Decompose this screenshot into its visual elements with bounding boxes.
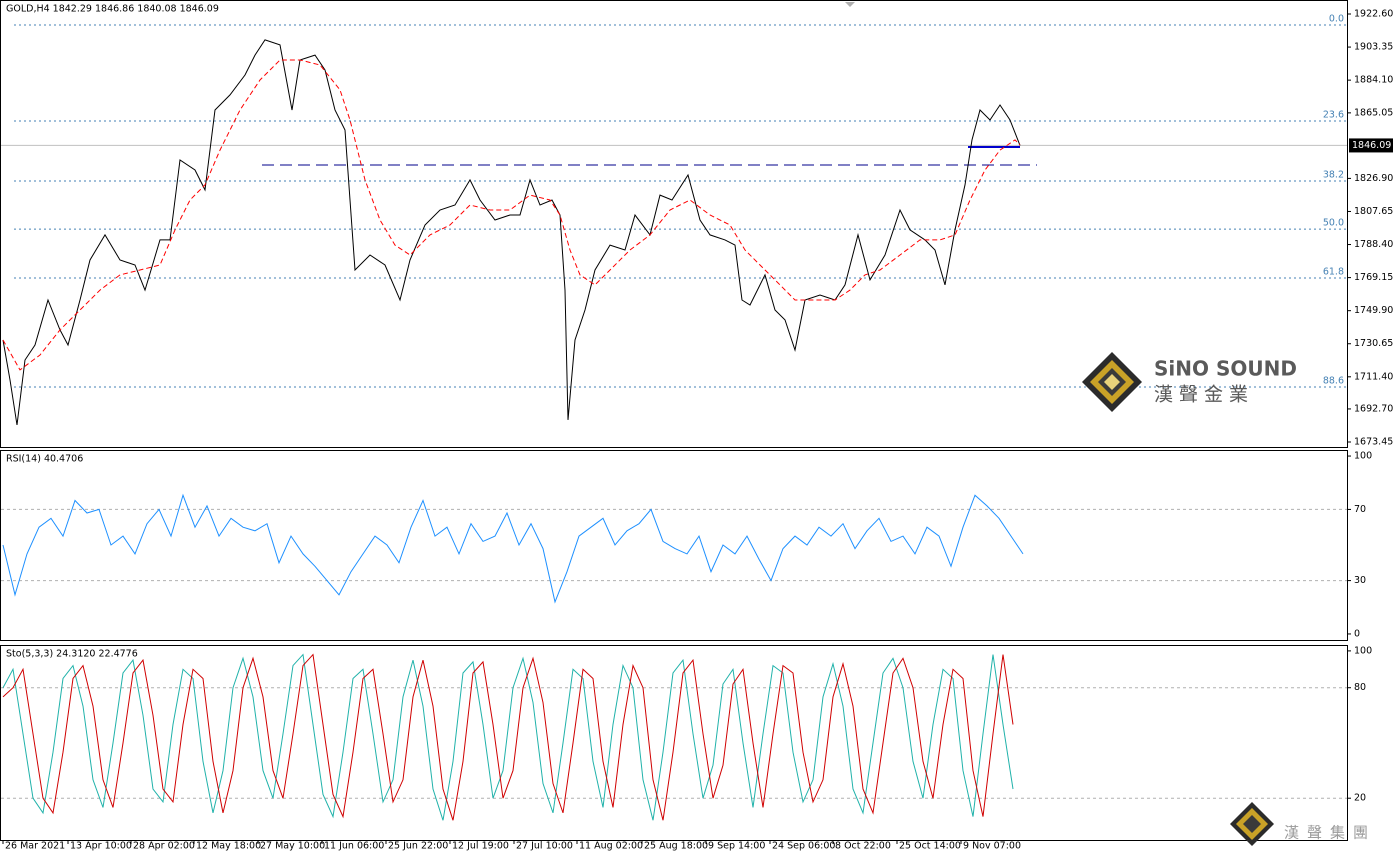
panel-frame	[0, 645, 1348, 841]
x-tick-label: 25 Jun 22:00	[388, 841, 448, 852]
y-tick-label: 100	[1354, 451, 1372, 462]
x-tick-label: 27 Jul 10:00	[516, 841, 573, 852]
x-tick-label: 9 Nov 07:00	[963, 841, 1021, 852]
current-price-box	[1349, 138, 1393, 153]
fib-label: 23.6	[1323, 110, 1344, 121]
series-line	[2, 39, 1021, 425]
y-tick-label: 1769.15	[1354, 272, 1393, 283]
fib-label: 0.0	[1329, 13, 1344, 24]
y-tick-label: 80	[1354, 682, 1366, 693]
x-tick-label: 12 Jul 19:00	[452, 841, 509, 852]
x-tick-label: 11 Jun 06:00	[324, 841, 384, 852]
series-line	[2, 653, 1014, 821]
x-tick-label: 24 Sep 06:00	[772, 841, 835, 852]
y-tick-label: 1807.65	[1354, 206, 1393, 217]
logo: SiNO SOUND 漢聲金業	[1082, 352, 1297, 412]
panel-title: Sto(5,3,3) 24.3120 22.4776	[6, 649, 138, 660]
y-tick-label: 1730.65	[1354, 338, 1393, 349]
y-tick-label: 100	[1354, 645, 1372, 656]
x-tick-label: 8 Oct 22:00	[835, 841, 891, 852]
panel-title: GOLD,H4 1842.29 1846.86 1840.08 1846.09	[6, 4, 219, 15]
x-tick-label: 11 Aug 02:00	[579, 841, 643, 852]
y-tick-label: 1826.90	[1354, 173, 1393, 184]
y-tick-label: 1711.40	[1354, 371, 1393, 382]
x-tick-label: 25 Oct 14:00	[899, 841, 961, 852]
panel-frame	[0, 0, 1348, 448]
y-tick-label: 1692.70	[1354, 403, 1393, 414]
footer-logo: 漢聲集團	[1230, 802, 1376, 846]
series-line	[2, 59, 1021, 371]
x-tick-label: 25 Aug 18:00	[644, 841, 708, 852]
y-tick-label: 20	[1354, 793, 1366, 804]
y-tick-label: 30	[1354, 575, 1366, 586]
fib-label: 50.0	[1323, 218, 1344, 229]
y-tick-label: 1884.10	[1354, 75, 1393, 86]
series-line	[2, 653, 1014, 821]
y-tick-label: 1788.40	[1354, 239, 1393, 250]
fib-label: 61.8	[1323, 267, 1344, 278]
y-tick-label: 1749.90	[1354, 305, 1393, 316]
x-tick-label: 27 May 10:00	[260, 841, 325, 852]
fib-label: 88.6	[1323, 375, 1344, 386]
x-tick-label: 28 Apr 02:00	[133, 841, 195, 852]
y-tick-label: 1865.05	[1354, 107, 1393, 118]
y-tick-label: 1673.45	[1354, 437, 1393, 448]
series-line	[2, 493, 1024, 604]
y-tick-label: 1903.35	[1354, 42, 1393, 53]
panel-title: RSI(14) 40.4706	[6, 454, 83, 465]
y-tick-label: 1922.60	[1354, 9, 1393, 20]
x-tick-label: 12 May 18:00	[196, 841, 261, 852]
scroll-marker	[845, 2, 855, 7]
y-tick-label: 70	[1354, 504, 1366, 515]
logo-chinese: 漢聲金業	[1154, 384, 1254, 406]
panel-frame	[0, 450, 1348, 641]
current-price-label: 1846.09	[1352, 140, 1391, 151]
logo-brand: SiNO SOUND	[1154, 357, 1297, 381]
fib-label: 38.2	[1323, 169, 1344, 180]
x-tick-label: 9 Sep 14:00	[708, 841, 765, 852]
x-tick-label: 26 Mar 2021	[5, 841, 65, 852]
x-tick-label: 13 Apr 10:00	[70, 841, 132, 852]
y-tick-label: 0	[1354, 628, 1360, 639]
footer-text: 漢聲集團	[1284, 824, 1376, 842]
